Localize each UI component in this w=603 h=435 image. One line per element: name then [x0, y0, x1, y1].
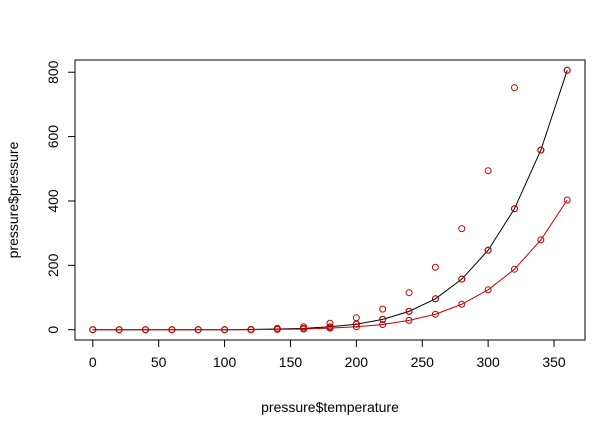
data-point: [537, 146, 545, 154]
data-point: [484, 167, 492, 175]
data-point: [326, 319, 334, 327]
y-axis: 0 200 400 600 800: [45, 60, 76, 334]
data-point: [484, 286, 492, 294]
data-point: [379, 315, 387, 323]
y-axis-title: pressure$pressure: [5, 141, 21, 258]
data-point: [221, 326, 229, 334]
data-point: [511, 205, 518, 213]
data-point: [458, 275, 466, 283]
data-point: [326, 324, 334, 332]
x-tick-label: 200: [345, 354, 369, 370]
x-tick-label: 300: [476, 354, 500, 370]
data-point: [273, 325, 281, 333]
data-point: [379, 321, 387, 329]
x-tick-label: 350: [542, 354, 566, 370]
x-tick-label: 0: [89, 354, 97, 370]
x-tick-label: 150: [279, 354, 303, 370]
data-point: [537, 236, 545, 244]
data-point: [405, 289, 413, 297]
fit-curve-2: [92, 199, 568, 331]
data-point: [511, 84, 518, 92]
y-tick-label: 800: [45, 60, 61, 84]
x-tick-label: 50: [151, 354, 167, 370]
data-point: [352, 314, 360, 322]
data-point: [379, 305, 387, 313]
data-point: [352, 323, 360, 331]
data-point: [431, 310, 439, 318]
data-points: [89, 66, 571, 334]
y-tick-label: 400: [45, 189, 61, 213]
x-tick-label: 250: [411, 354, 435, 370]
data-point: [431, 295, 439, 303]
data-point: [458, 225, 466, 233]
data-point: [142, 326, 149, 334]
data-point: [458, 300, 466, 308]
data-point: [194, 326, 202, 334]
x-axis: 0 50 100 150 200 250 300 350: [89, 339, 566, 370]
data-point: [431, 263, 439, 271]
data-point: [405, 307, 413, 315]
data-point: [247, 326, 255, 334]
y-tick-label: 200: [45, 253, 61, 277]
data-point: [300, 323, 308, 331]
y-tick-label: 600: [45, 125, 61, 149]
data-point: [484, 246, 492, 254]
data-point: [563, 196, 571, 204]
data-point: [115, 326, 123, 334]
data-point: [405, 316, 413, 324]
data-point: [511, 265, 518, 273]
x-axis-title: pressure$temperature: [261, 399, 399, 415]
data-point: [300, 325, 308, 333]
y-tick-label: 0: [45, 326, 61, 334]
fit-curves: [92, 70, 568, 331]
x-tick-label: 100: [213, 354, 237, 370]
data-point: [168, 326, 176, 334]
data-point: [563, 66, 571, 74]
data-point: [89, 326, 97, 334]
